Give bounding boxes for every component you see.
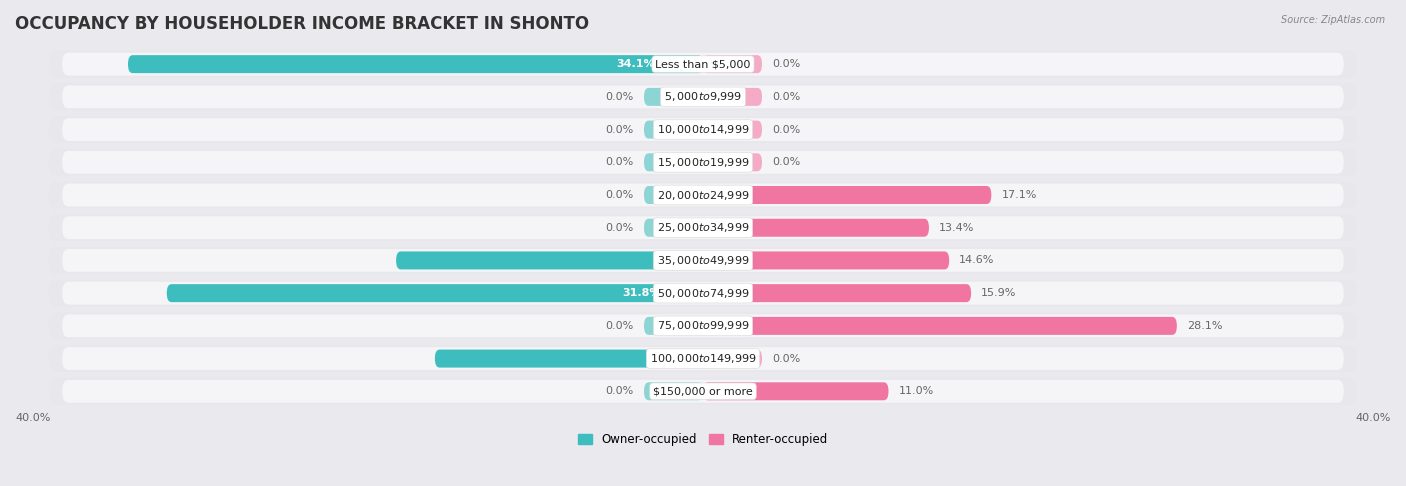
FancyBboxPatch shape: [62, 151, 1344, 174]
FancyBboxPatch shape: [62, 249, 1344, 272]
Text: Less than $5,000: Less than $5,000: [655, 59, 751, 69]
FancyBboxPatch shape: [703, 186, 991, 204]
Text: 0.0%: 0.0%: [772, 354, 800, 364]
FancyBboxPatch shape: [128, 55, 703, 73]
Text: $75,000 to $99,999: $75,000 to $99,999: [657, 319, 749, 332]
Text: 0.0%: 0.0%: [606, 157, 634, 167]
FancyBboxPatch shape: [644, 88, 703, 106]
FancyBboxPatch shape: [62, 53, 1344, 75]
Text: 15.9%: 15.9%: [981, 288, 1017, 298]
FancyBboxPatch shape: [703, 121, 762, 139]
Legend: Owner-occupied, Renter-occupied: Owner-occupied, Renter-occupied: [572, 429, 834, 451]
FancyBboxPatch shape: [703, 153, 762, 171]
FancyBboxPatch shape: [49, 84, 1357, 110]
Text: $20,000 to $24,999: $20,000 to $24,999: [657, 189, 749, 202]
Text: 18.2%: 18.2%: [657, 256, 696, 265]
FancyBboxPatch shape: [644, 121, 703, 139]
FancyBboxPatch shape: [62, 347, 1344, 370]
FancyBboxPatch shape: [49, 378, 1357, 405]
Text: 34.1%: 34.1%: [617, 59, 655, 69]
Text: 13.4%: 13.4%: [939, 223, 974, 233]
FancyBboxPatch shape: [62, 282, 1344, 305]
Text: 0.0%: 0.0%: [606, 92, 634, 102]
Text: 0.0%: 0.0%: [606, 386, 634, 396]
Text: $15,000 to $19,999: $15,000 to $19,999: [657, 156, 749, 169]
Text: 11.0%: 11.0%: [898, 386, 934, 396]
FancyBboxPatch shape: [644, 219, 703, 237]
Text: OCCUPANCY BY HOUSEHOLDER INCOME BRACKET IN SHONTO: OCCUPANCY BY HOUSEHOLDER INCOME BRACKET …: [15, 15, 589, 33]
Text: $10,000 to $14,999: $10,000 to $14,999: [657, 123, 749, 136]
FancyBboxPatch shape: [703, 55, 762, 73]
Text: 17.1%: 17.1%: [1001, 190, 1036, 200]
Text: 40.0%: 40.0%: [1355, 413, 1391, 422]
Text: 15.9%: 15.9%: [662, 354, 702, 364]
FancyBboxPatch shape: [703, 251, 949, 269]
FancyBboxPatch shape: [434, 349, 703, 367]
FancyBboxPatch shape: [644, 153, 703, 171]
FancyBboxPatch shape: [49, 312, 1357, 339]
FancyBboxPatch shape: [396, 251, 703, 269]
Text: $50,000 to $74,999: $50,000 to $74,999: [657, 287, 749, 300]
Text: 14.6%: 14.6%: [959, 256, 994, 265]
Text: 0.0%: 0.0%: [772, 59, 800, 69]
FancyBboxPatch shape: [703, 382, 889, 400]
FancyBboxPatch shape: [703, 284, 972, 302]
Text: $5,000 to $9,999: $5,000 to $9,999: [664, 90, 742, 104]
Text: $150,000 or more: $150,000 or more: [654, 386, 752, 396]
Text: 31.8%: 31.8%: [623, 288, 661, 298]
Text: 0.0%: 0.0%: [606, 321, 634, 331]
FancyBboxPatch shape: [703, 88, 762, 106]
FancyBboxPatch shape: [49, 247, 1357, 274]
FancyBboxPatch shape: [49, 345, 1357, 372]
Text: 40.0%: 40.0%: [15, 413, 51, 422]
Text: 0.0%: 0.0%: [606, 223, 634, 233]
Text: 0.0%: 0.0%: [772, 92, 800, 102]
Text: $25,000 to $34,999: $25,000 to $34,999: [657, 221, 749, 234]
Text: $35,000 to $49,999: $35,000 to $49,999: [657, 254, 749, 267]
Text: $100,000 to $149,999: $100,000 to $149,999: [650, 352, 756, 365]
FancyBboxPatch shape: [62, 184, 1344, 207]
FancyBboxPatch shape: [62, 380, 1344, 403]
FancyBboxPatch shape: [703, 219, 929, 237]
FancyBboxPatch shape: [644, 186, 703, 204]
FancyBboxPatch shape: [62, 314, 1344, 337]
Text: 0.0%: 0.0%: [606, 190, 634, 200]
FancyBboxPatch shape: [49, 149, 1357, 176]
FancyBboxPatch shape: [644, 317, 703, 335]
Text: 28.1%: 28.1%: [1187, 321, 1222, 331]
Text: 0.0%: 0.0%: [772, 124, 800, 135]
FancyBboxPatch shape: [167, 284, 703, 302]
FancyBboxPatch shape: [49, 182, 1357, 208]
FancyBboxPatch shape: [49, 280, 1357, 307]
FancyBboxPatch shape: [703, 349, 762, 367]
FancyBboxPatch shape: [49, 116, 1357, 143]
FancyBboxPatch shape: [49, 51, 1357, 78]
FancyBboxPatch shape: [62, 216, 1344, 239]
FancyBboxPatch shape: [62, 118, 1344, 141]
Text: 0.0%: 0.0%: [772, 157, 800, 167]
Text: Source: ZipAtlas.com: Source: ZipAtlas.com: [1281, 15, 1385, 25]
FancyBboxPatch shape: [49, 214, 1357, 241]
FancyBboxPatch shape: [62, 86, 1344, 108]
FancyBboxPatch shape: [644, 382, 703, 400]
Text: 0.0%: 0.0%: [606, 124, 634, 135]
FancyBboxPatch shape: [703, 317, 1177, 335]
